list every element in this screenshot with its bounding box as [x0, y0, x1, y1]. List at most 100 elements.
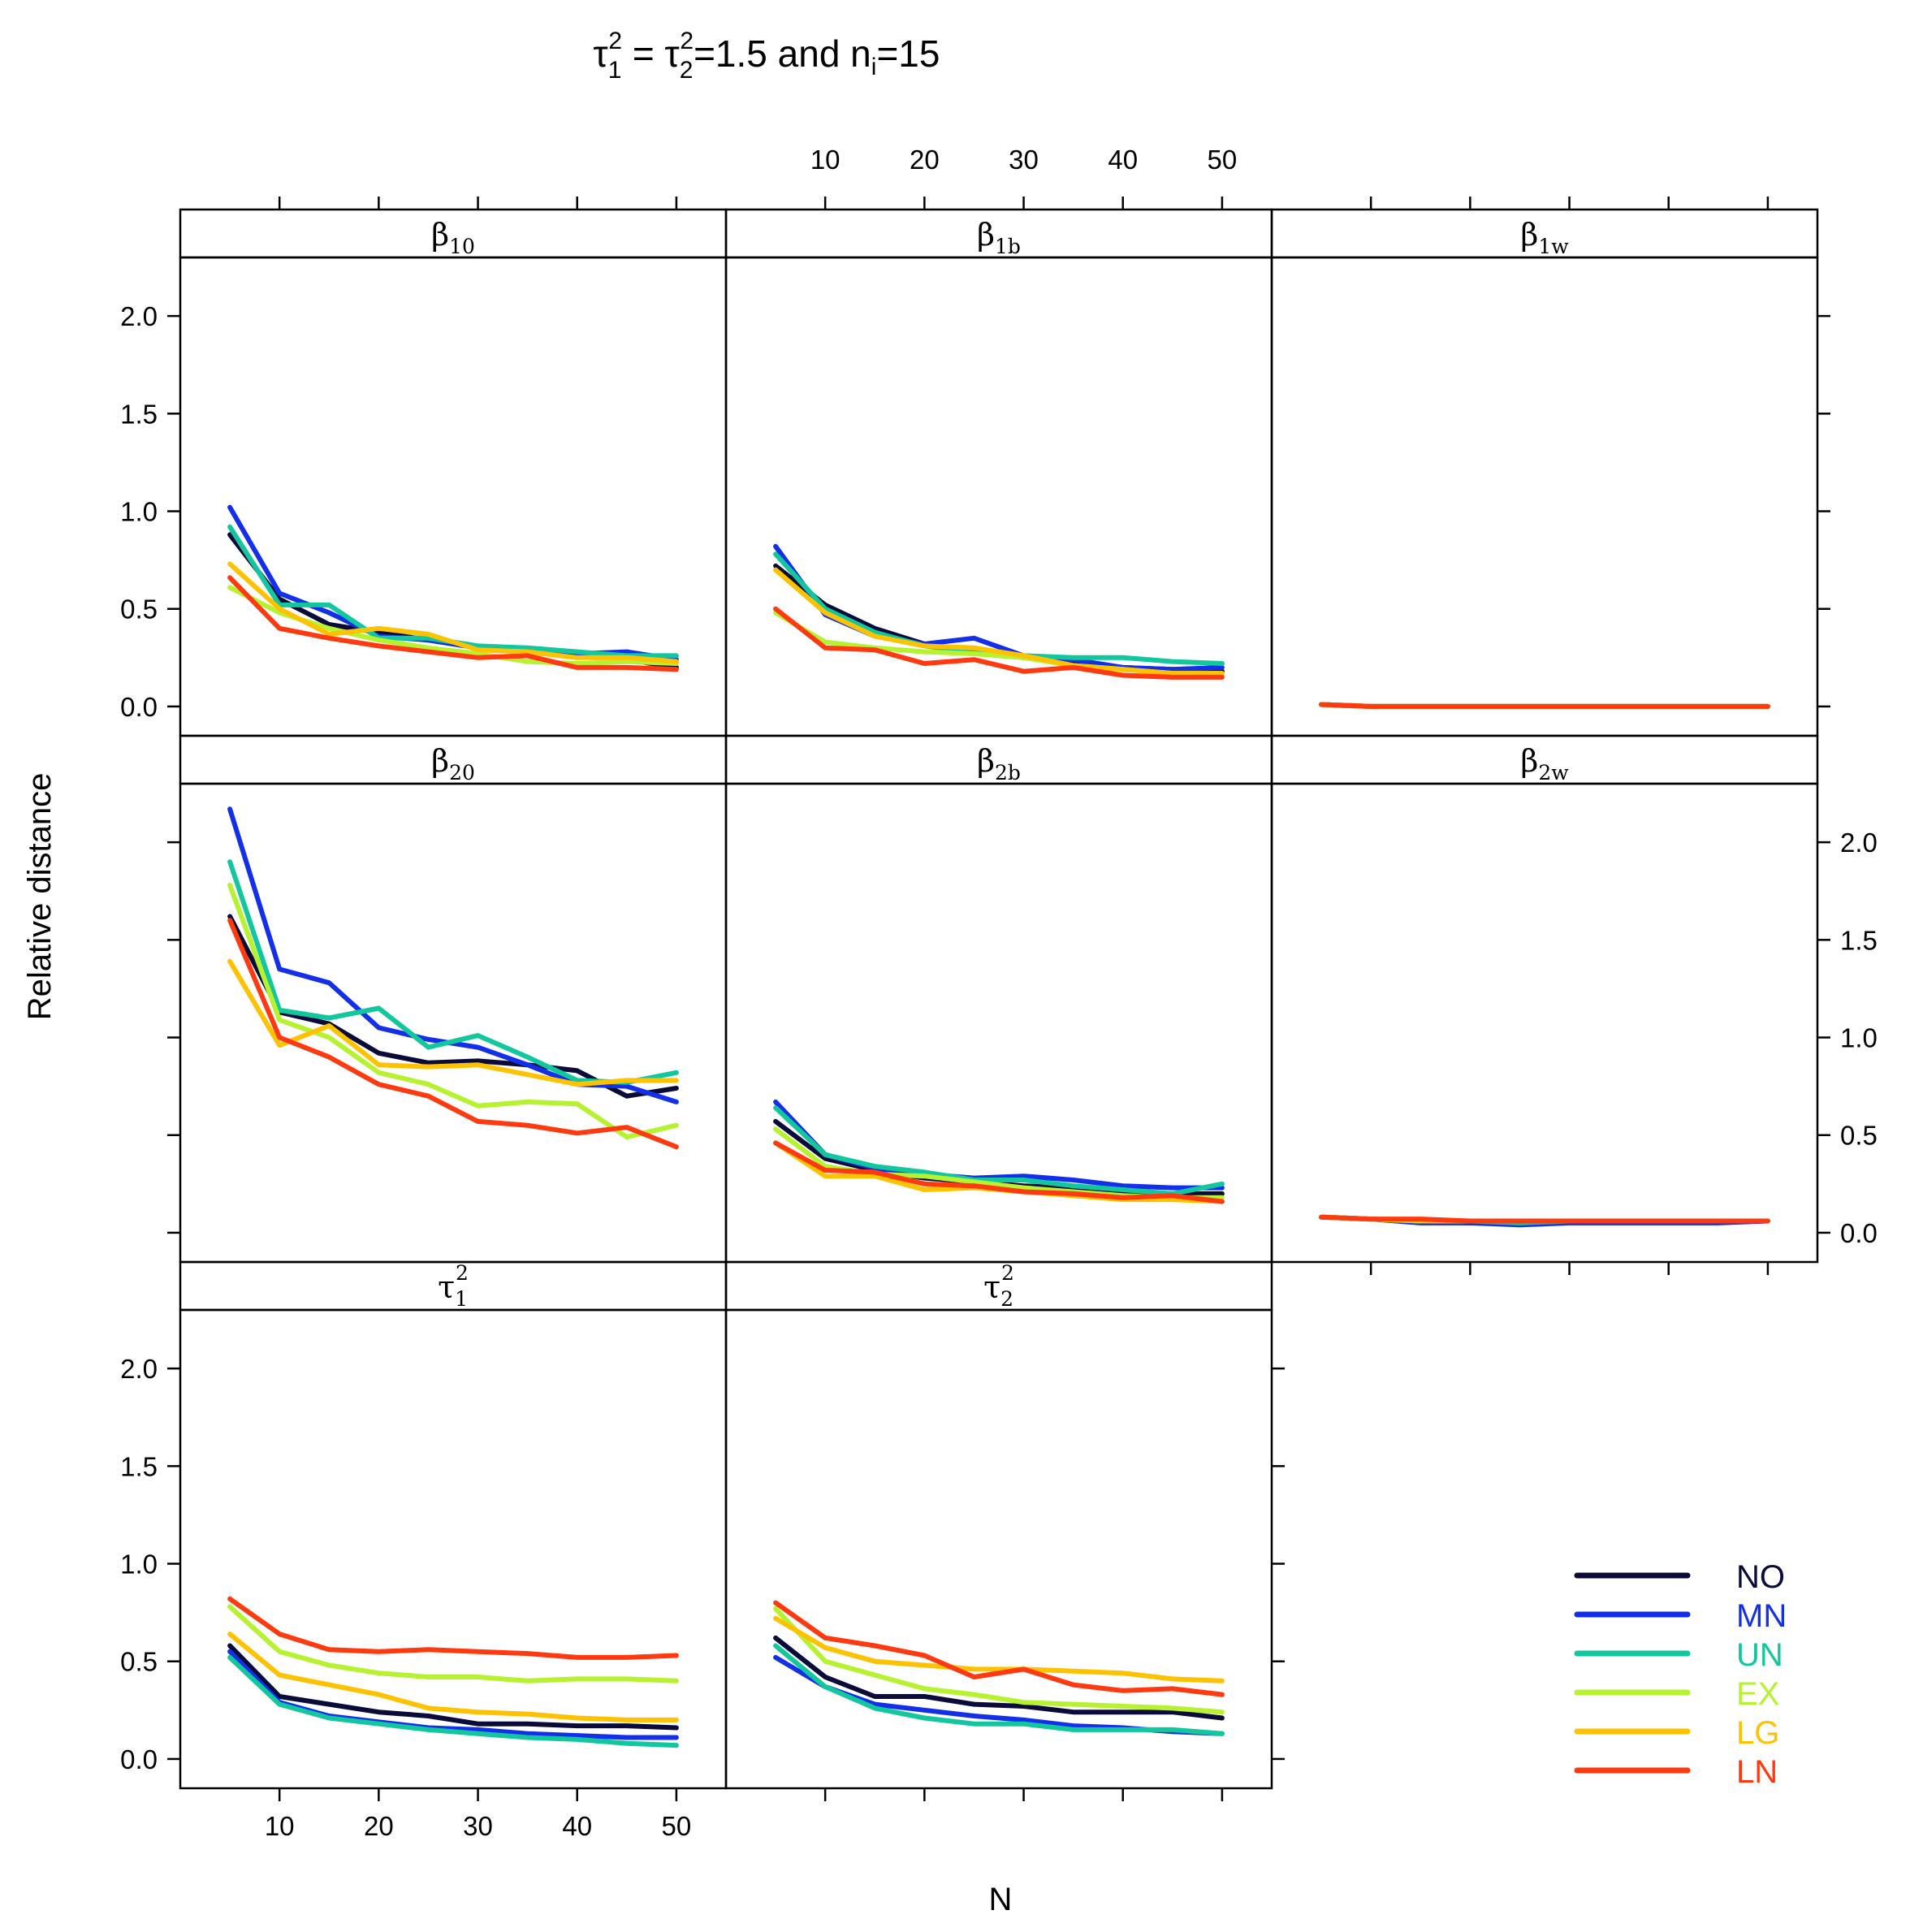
x-tick-label: 50	[662, 1811, 692, 1841]
title-tau-1: τ	[594, 32, 608, 75]
strip-sub: 1w	[1538, 235, 1569, 258]
title-sub-1: 1	[608, 57, 622, 84]
strip-label-t2: τ22	[983, 1261, 1014, 1311]
plot-frame	[724, 1308, 1273, 1790]
legend-label-LN: LN	[1736, 1754, 1778, 1790]
panel-b1w: β1w	[1270, 197, 1830, 737]
chart-title: τ12 = τ22=1.5 and ni=15	[594, 28, 940, 84]
x-tick-label-top: 30	[1009, 145, 1039, 175]
y-axis-label: Relative distance	[22, 773, 58, 1021]
series-b20-EX	[227, 883, 679, 1140]
strip-greek: β	[1520, 743, 1538, 779]
title-sup-1: 2	[608, 28, 622, 54]
series-b20-LN	[227, 918, 679, 1150]
svg-text:τ12 = τ22=1.5 and ni=15: τ12 = τ22=1.5 and ni=15	[594, 28, 940, 84]
title-sub-i: i	[871, 54, 877, 80]
x-tick-label: 30	[463, 1811, 493, 1841]
plot-frame	[1270, 782, 1819, 1264]
series-t2-NO	[773, 1635, 1225, 1721]
strip-sub: 2w	[1538, 761, 1569, 784]
y-tick-label: 2.0	[120, 301, 158, 331]
legend-label-UN: UN	[1736, 1637, 1783, 1673]
strip-sup: 2	[1001, 1261, 1014, 1285]
y-tick-label: 2.0	[120, 1354, 158, 1384]
y-tick-label: 0.5	[120, 1647, 158, 1677]
x-axis-label: N	[989, 1882, 1013, 1917]
strip-sub: 1b	[995, 235, 1021, 258]
y-tick-label-right: 0.0	[1840, 1218, 1878, 1248]
strip-greek: τ	[983, 1269, 1000, 1305]
series-t1-UN	[227, 1654, 679, 1748]
strip-label-b2b: β2b	[977, 743, 1021, 784]
strip-sub: 2b	[995, 761, 1021, 784]
y-tick-label: 1.0	[120, 497, 158, 527]
series-t2-LG	[773, 1615, 1225, 1683]
x-tick-label-top: 40	[1108, 145, 1138, 175]
title-equals: =	[622, 32, 664, 75]
strip-greek: β	[1520, 217, 1538, 253]
series-t1-NO	[227, 1643, 679, 1731]
series-t1-LG	[227, 1632, 679, 1722]
y-tick-label: 1.5	[120, 399, 158, 429]
strip-greek: β	[977, 217, 995, 253]
title-tau-2: τ	[665, 32, 680, 75]
strip-greek: τ	[438, 1269, 455, 1305]
strip-greek: β	[431, 743, 449, 779]
series-b10-UN	[227, 524, 679, 659]
series-t2-EX	[773, 1606, 1225, 1715]
y-tick-label-right: 2.0	[1840, 828, 1878, 858]
panel-t2: τ22	[724, 1260, 1285, 1801]
panel-t1: τ12 10 20 30 40 50 0.0 0.5 1.0 1.5 2.0	[120, 1260, 728, 1841]
title-sub-2: 2	[680, 57, 694, 84]
title-ni-value: =15	[876, 32, 940, 75]
panel-b2b: β2b	[724, 734, 1273, 1264]
strip-label-b2w: β2w	[1520, 743, 1569, 784]
legend-label-LG: LG	[1736, 1715, 1779, 1751]
y-tick-label-right: 1.0	[1840, 1023, 1878, 1053]
x-tick-label: 40	[562, 1811, 592, 1841]
series-b1w-LN	[1319, 702, 1770, 709]
strip-sup: 2	[456, 1261, 469, 1285]
y-tick-label: 0.5	[120, 594, 158, 625]
x-tick-label-top: 10	[810, 145, 841, 175]
y-tick-label: 0.0	[120, 1744, 158, 1774]
x-tick-label-top: 20	[910, 145, 940, 175]
legend-label-NO: NO	[1736, 1559, 1785, 1595]
series-b20-NO	[227, 914, 679, 1099]
strip-label-b20: β20	[431, 743, 475, 784]
series-t1-LN	[227, 1596, 679, 1660]
panel-b2w: β2w 0.0 0.5 1.0 1.5 2.0	[1270, 734, 1878, 1275]
strip-label-t1: τ12	[438, 1261, 469, 1311]
strip-sub: 1	[455, 1287, 468, 1311]
series-b10-LN	[227, 575, 679, 672]
series-b10-LG	[227, 561, 679, 664]
x-tick-label: 10	[265, 1811, 295, 1841]
panel-b1b: β1b 10 20 30 40 50	[724, 145, 1273, 737]
panel-b20: β20	[167, 734, 728, 1264]
strip-sub: 2	[1000, 1287, 1013, 1311]
strip-label-b1b: β1b	[977, 217, 1021, 258]
series-b2b-LN	[773, 1140, 1225, 1204]
strip-label-b1w: β1w	[1520, 217, 1569, 258]
x-tick-label-top: 50	[1208, 145, 1238, 175]
series-b2w-LN	[1319, 1214, 1770, 1224]
series-b1b-LG	[773, 567, 1225, 676]
panel-b10: β10 0.0 0.5 1.0 1.5 2.0	[120, 197, 728, 737]
y-tick-label-right: 0.5	[1840, 1121, 1878, 1151]
strip-greek: β	[977, 743, 995, 779]
x-tick-label: 20	[364, 1811, 394, 1841]
plot-frame	[179, 782, 728, 1264]
plot-frame	[179, 1308, 728, 1790]
legend-label-EX: EX	[1736, 1676, 1779, 1712]
y-tick-label-right: 1.5	[1840, 925, 1878, 955]
strip-label-b10: β10	[431, 217, 475, 258]
strip-sub: 20	[449, 761, 475, 784]
series-t2-UN	[773, 1643, 1225, 1736]
strip-greek: β	[431, 217, 449, 253]
series-b20-LG	[227, 958, 679, 1087]
series-b10-MN	[227, 504, 679, 663]
